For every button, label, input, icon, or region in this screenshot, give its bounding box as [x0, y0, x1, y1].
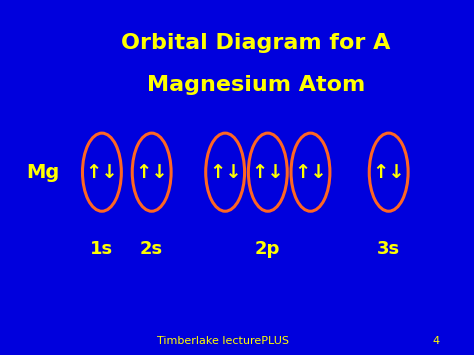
Text: ↑↓: ↑↓: [85, 163, 118, 182]
Text: Timberlake lecturePLUS: Timberlake lecturePLUS: [157, 336, 289, 346]
Text: ↑↓: ↑↓: [209, 163, 242, 182]
Text: ↑↓: ↑↓: [294, 163, 327, 182]
Text: 4: 4: [432, 336, 440, 346]
Text: 3s: 3s: [377, 240, 400, 257]
Text: ↑↓: ↑↓: [251, 163, 284, 182]
Text: ↑↓: ↑↓: [135, 163, 168, 182]
Text: 2p: 2p: [255, 240, 281, 257]
Text: ↑↓: ↑↓: [372, 163, 405, 182]
Text: 1s: 1s: [91, 240, 113, 257]
Text: Mg: Mg: [26, 163, 59, 182]
Text: 2s: 2s: [140, 240, 163, 257]
Text: Magnesium Atom: Magnesium Atom: [147, 75, 365, 95]
Text: Orbital Diagram for A: Orbital Diagram for A: [121, 33, 391, 53]
